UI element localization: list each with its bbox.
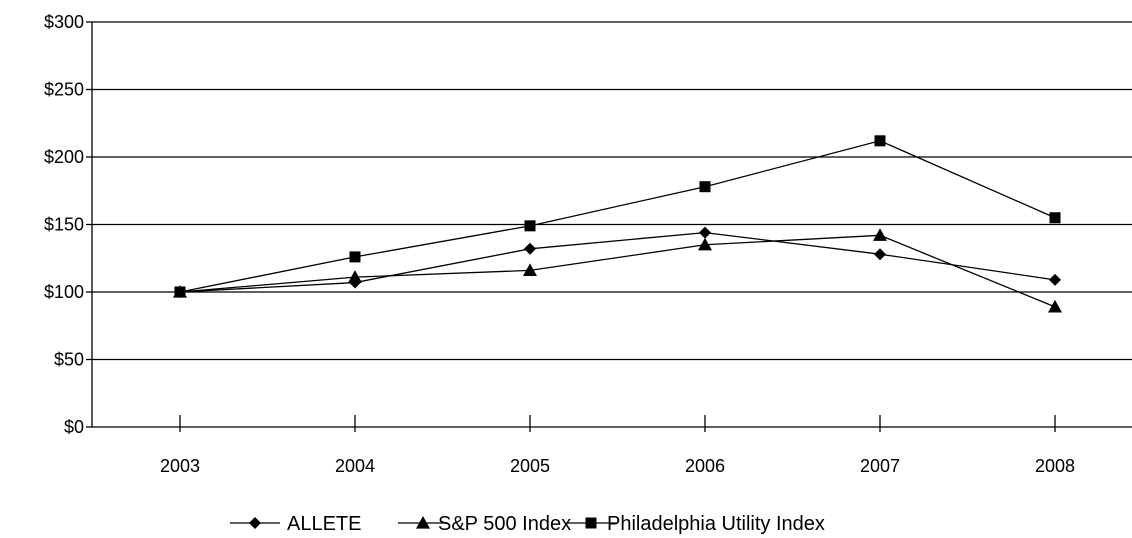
data-point-diamond: [524, 242, 536, 255]
data-point-square: [349, 251, 361, 263]
data-point-square: [874, 135, 886, 147]
x-tick-label: 2003: [160, 456, 200, 476]
data-point-triangle: [523, 263, 537, 276]
legend-marker-diamond: [249, 517, 261, 529]
data-point-triangle: [348, 270, 362, 283]
legend-item: S&P 500 Index: [398, 513, 571, 535]
series-line-square: [179, 140, 1056, 293]
y-tick-label: $100: [44, 282, 84, 302]
axes: [86, 21, 1132, 432]
data-point-square: [699, 181, 711, 193]
x-tick-label: 2006: [685, 456, 725, 476]
legend-marker-triangle: [416, 516, 430, 529]
legend-item: ALLETE: [230, 513, 361, 535]
x-tick-label: 2007: [860, 456, 900, 476]
legend-label: Philadelphia Utility Index: [607, 513, 825, 535]
legend-marker-square: [585, 517, 597, 529]
y-tick-label: $0: [64, 417, 84, 437]
data-point-square: [174, 286, 186, 298]
gridlines: [92, 21, 1132, 361]
x-tick-labels: 2003 2004 2005 2006 2007 2008: [160, 456, 1075, 476]
series-line-triangle: [179, 234, 1056, 308]
legend-label: ALLETE: [287, 513, 361, 535]
legend: ALLETE S&P 500 Index Philadelphia Utility …: [230, 513, 825, 535]
data-point-diamond: [1049, 273, 1061, 286]
legend-item: Philadelphia Utility Index: [566, 513, 825, 535]
y-tick-label: $250: [44, 80, 84, 100]
series-line-diamond: [179, 231, 1056, 293]
series-square: [174, 135, 1061, 298]
data-point-diamond: [874, 248, 886, 261]
data-point-triangle: [1048, 299, 1062, 313]
x-tick-label: 2008: [1035, 456, 1075, 476]
series-diamond: [174, 226, 1061, 298]
y-tick-label: $200: [44, 147, 84, 167]
y-tick-label: $300: [44, 12, 84, 32]
data-point-triangle: [873, 228, 887, 241]
y-tick-label: $150: [44, 215, 84, 235]
y-tick-labels: $0 $50 $100 $150 $200 $250 $300: [44, 12, 84, 437]
data-point-triangle: [698, 237, 712, 251]
x-tick-label: 2005: [510, 456, 550, 476]
legend-label: S&P 500 Index: [438, 513, 571, 535]
data-point-square: [1049, 212, 1061, 224]
x-tick-label: 2004: [335, 456, 375, 476]
series-lines: [173, 135, 1062, 313]
data-point-square: [524, 220, 536, 232]
y-tick-label: $50: [54, 350, 84, 370]
data-point-diamond: [699, 226, 711, 239]
